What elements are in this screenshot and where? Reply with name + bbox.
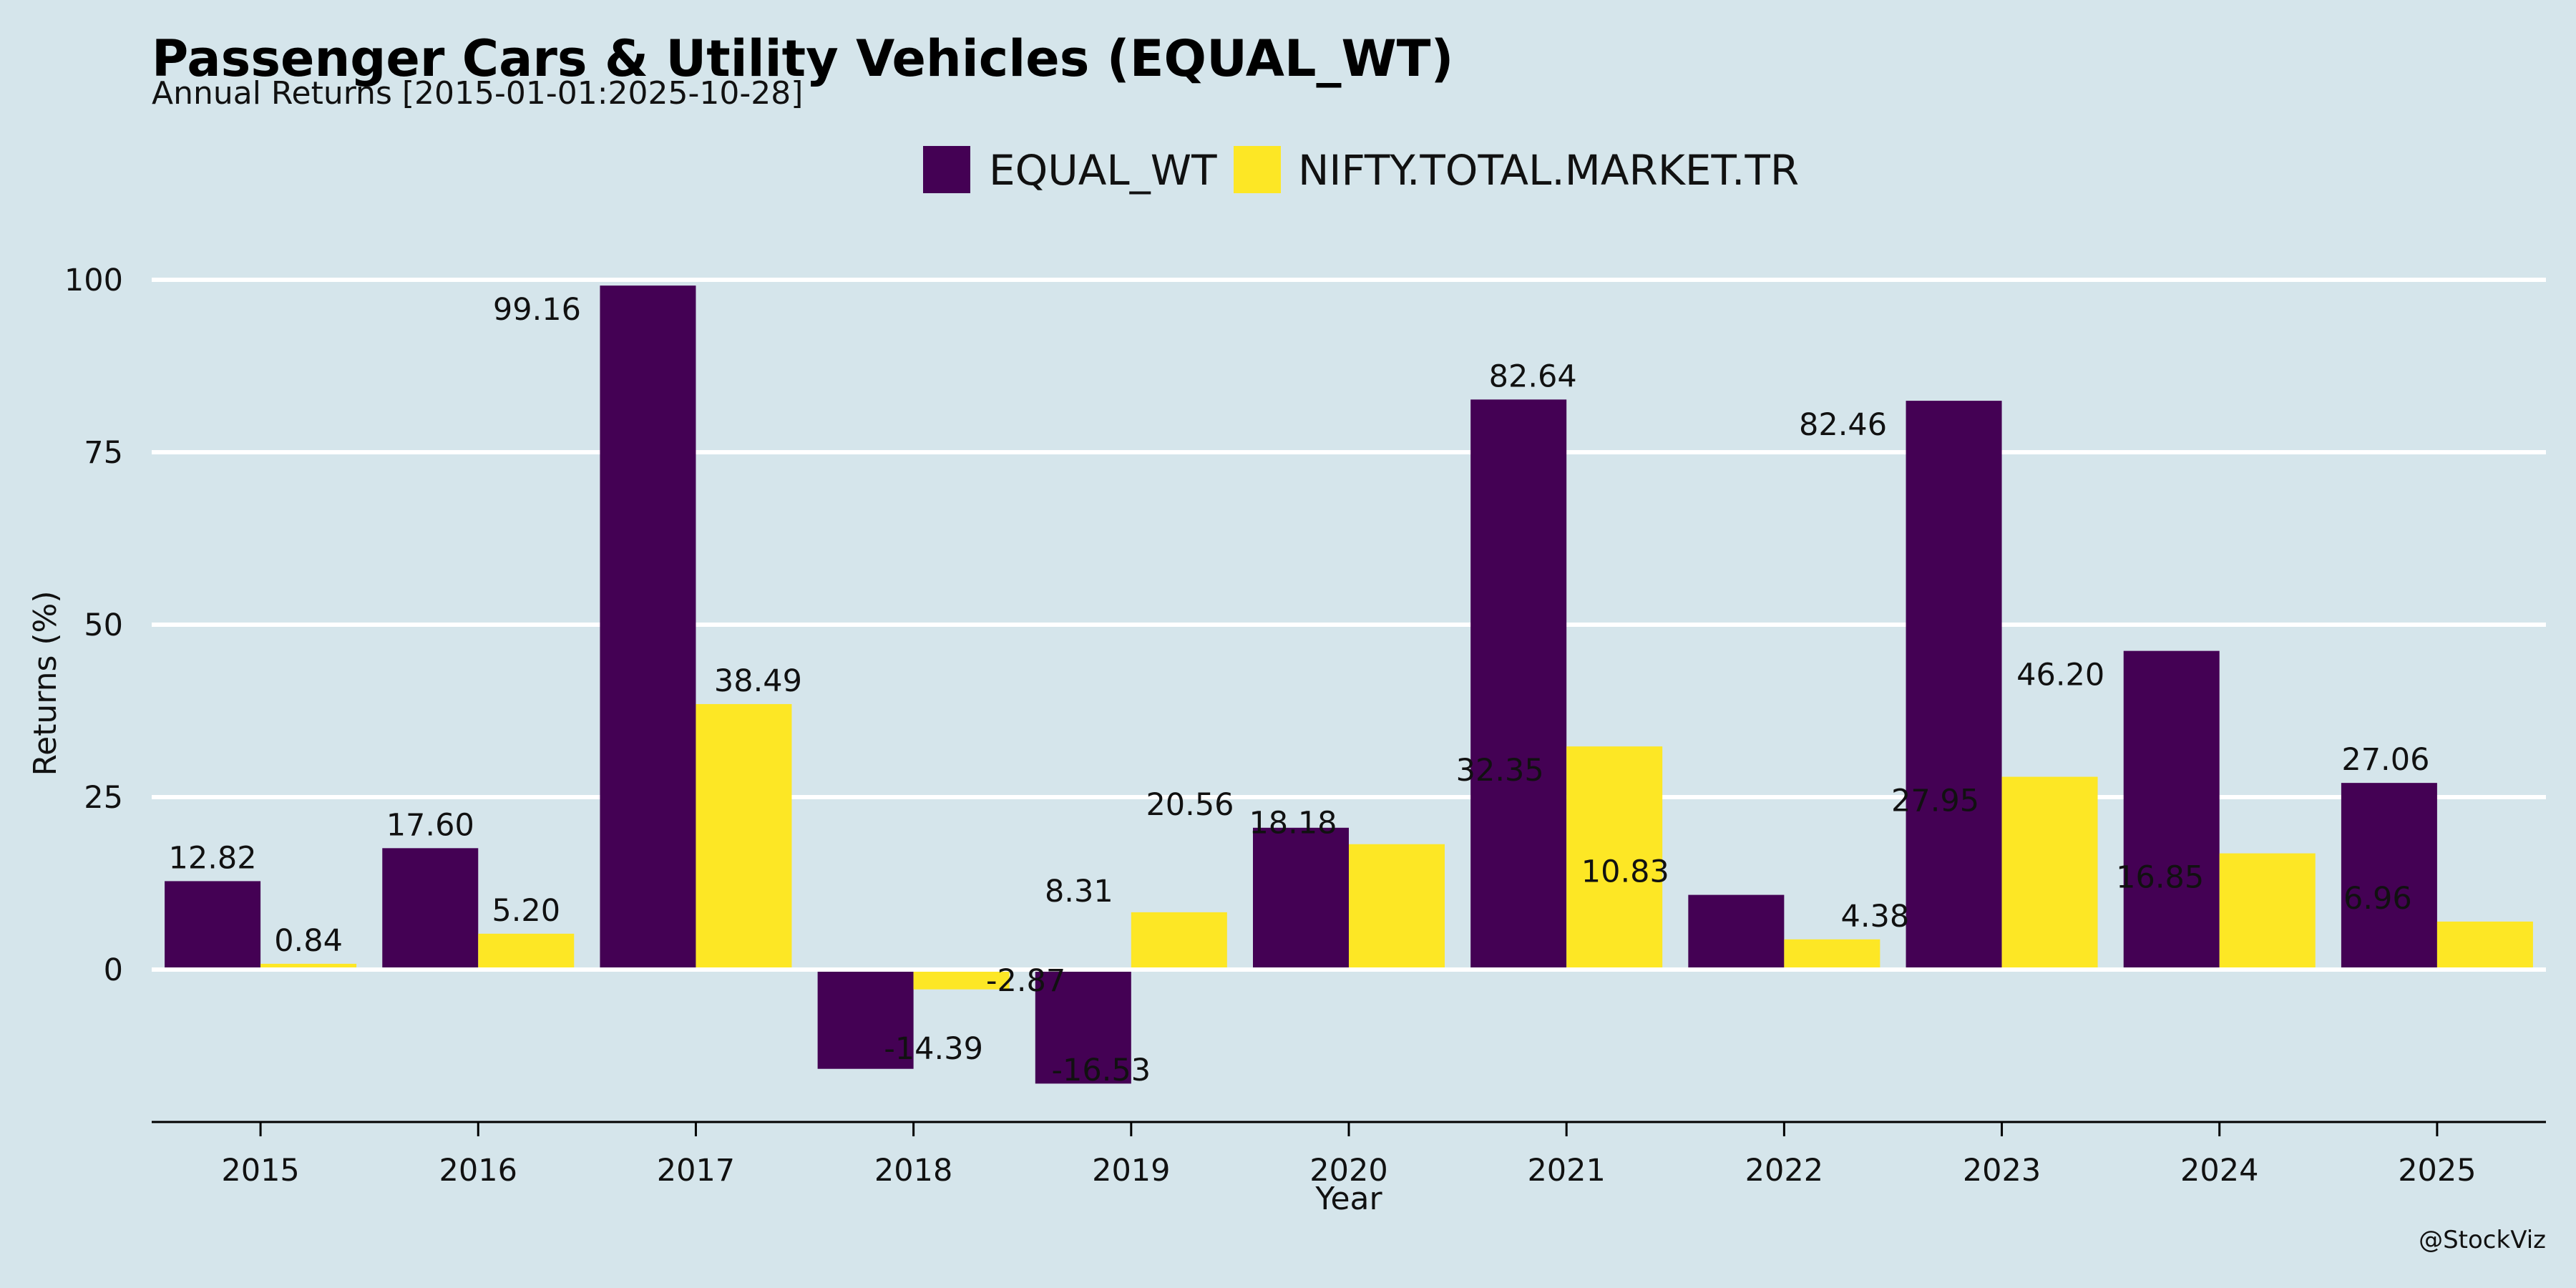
y-tick-label: 75 — [84, 435, 123, 471]
y-tick-label: 100 — [64, 263, 123, 298]
data-label: 5.20 — [492, 893, 560, 929]
data-label: 12.82 — [169, 840, 257, 876]
legend-swatch-nifty — [1234, 146, 1281, 193]
bars — [165, 286, 2533, 1084]
bar-equal-wt-2023 — [1906, 401, 2002, 970]
bar-equal-wt-2020 — [1253, 827, 1349, 970]
legend-label-nifty: NIFTY.TOTAL.MARKET.TR — [1298, 146, 1799, 195]
data-label: 16.85 — [2116, 860, 2204, 896]
data-label: 0.84 — [274, 923, 343, 959]
bar-nifty-total-market-tr-2024 — [2219, 853, 2316, 970]
data-label: 20.56 — [1146, 787, 1234, 823]
bar-nifty-total-market-tr-2016 — [478, 933, 575, 970]
bar-nifty-total-market-tr-2018 — [913, 970, 1010, 990]
bar-equal-wt-2017 — [600, 286, 696, 970]
bar-nifty-total-market-tr-2023 — [2001, 776, 2098, 970]
data-label: -2.87 — [986, 963, 1065, 999]
bar-equal-wt-2016 — [382, 848, 479, 970]
bar-equal-wt-2021 — [1470, 399, 1567, 970]
data-label: 99.16 — [493, 292, 581, 328]
data-label: 17.60 — [386, 807, 474, 843]
y-axis-label: Returns (%) — [27, 590, 64, 776]
bar-nifty-total-market-tr-2019 — [1131, 912, 1227, 970]
x-tick-label: 2025 — [2398, 1153, 2476, 1189]
y-tick-label: 25 — [84, 780, 123, 816]
data-label: -14.39 — [884, 1031, 983, 1067]
bar-nifty-total-market-tr-2017 — [696, 703, 792, 970]
data-label: 27.06 — [2341, 742, 2429, 778]
data-label: 10.83 — [1581, 854, 1669, 890]
data-label: 38.49 — [714, 663, 802, 699]
bar-nifty-total-market-tr-2025 — [2436, 921, 2533, 970]
bar-nifty-total-market-tr-2022 — [1784, 939, 1880, 970]
legend-label-equal-wt: EQUAL_WT — [989, 146, 1217, 195]
bar-nifty-total-market-tr-2021 — [1566, 746, 1663, 970]
y-tick-label: 0 — [104, 952, 123, 988]
x-tick-label: 2021 — [1527, 1153, 1605, 1189]
x-tick-label: 2016 — [439, 1153, 517, 1189]
y-tick-label: 50 — [84, 608, 123, 643]
data-label: 27.95 — [1891, 784, 1979, 819]
x-tick-label: 2024 — [2180, 1153, 2258, 1189]
x-axis-label: Year — [1314, 1181, 1382, 1217]
legend: EQUAL_WT NIFTY.TOTAL.MARKET.TR — [923, 146, 1799, 195]
bar-equal-wt-2015 — [165, 881, 261, 970]
data-label: 8.31 — [1045, 874, 1113, 909]
credit-text: @StockViz — [2419, 1226, 2546, 1254]
x-tick-label: 2020 — [1309, 1153, 1387, 1189]
bar-nifty-total-market-tr-2015 — [260, 963, 357, 970]
chart-subtitle: Annual Returns [2015-01-01:2025-10-28] — [152, 75, 803, 112]
data-label: 82.64 — [1489, 358, 1577, 394]
legend-swatch-equal-wt — [923, 146, 970, 193]
x-tick-label: 2022 — [1745, 1153, 1823, 1189]
data-label: 4.38 — [1840, 899, 1909, 935]
bar-equal-wt-2022 — [1688, 894, 1785, 970]
y-axis-ticks: 0 25 50 75 100 — [64, 263, 123, 988]
bar-labels: 12.82 0.84 17.60 5.20 99.16 38.49 -14.39-2.87 -… — [169, 292, 2430, 1088]
data-label: 18.18 — [1249, 806, 1337, 841]
data-label: 46.20 — [2016, 658, 2104, 693]
bar-equal-wt-2025 — [2341, 783, 2437, 970]
data-label: 82.46 — [1799, 407, 1887, 443]
data-label: 6.96 — [2343, 881, 2412, 917]
x-tick-label: 2017 — [657, 1153, 735, 1189]
bar-equal-wt-2018 — [817, 970, 914, 1069]
x-axis: 2015 2016 2017 2018 2019 2020 2021 2022 2023 2024… — [152, 1121, 2546, 1189]
bar-equal-wt-2019 — [1035, 970, 1131, 1084]
bar-equal-wt-2024 — [2123, 650, 2220, 970]
x-tick-label: 2019 — [1092, 1153, 1170, 1189]
x-tick-label: 2015 — [221, 1153, 299, 1189]
x-tick-label: 2023 — [1963, 1153, 2041, 1189]
bar-nifty-total-market-tr-2020 — [1349, 844, 1445, 970]
chart-title: Passenger Cars & Utility Vehicles (EQUAL… — [152, 29, 1454, 88]
x-tick-label: 2018 — [874, 1153, 952, 1189]
data-label: 32.35 — [1456, 753, 1544, 789]
data-label: -16.53 — [1052, 1053, 1151, 1088]
